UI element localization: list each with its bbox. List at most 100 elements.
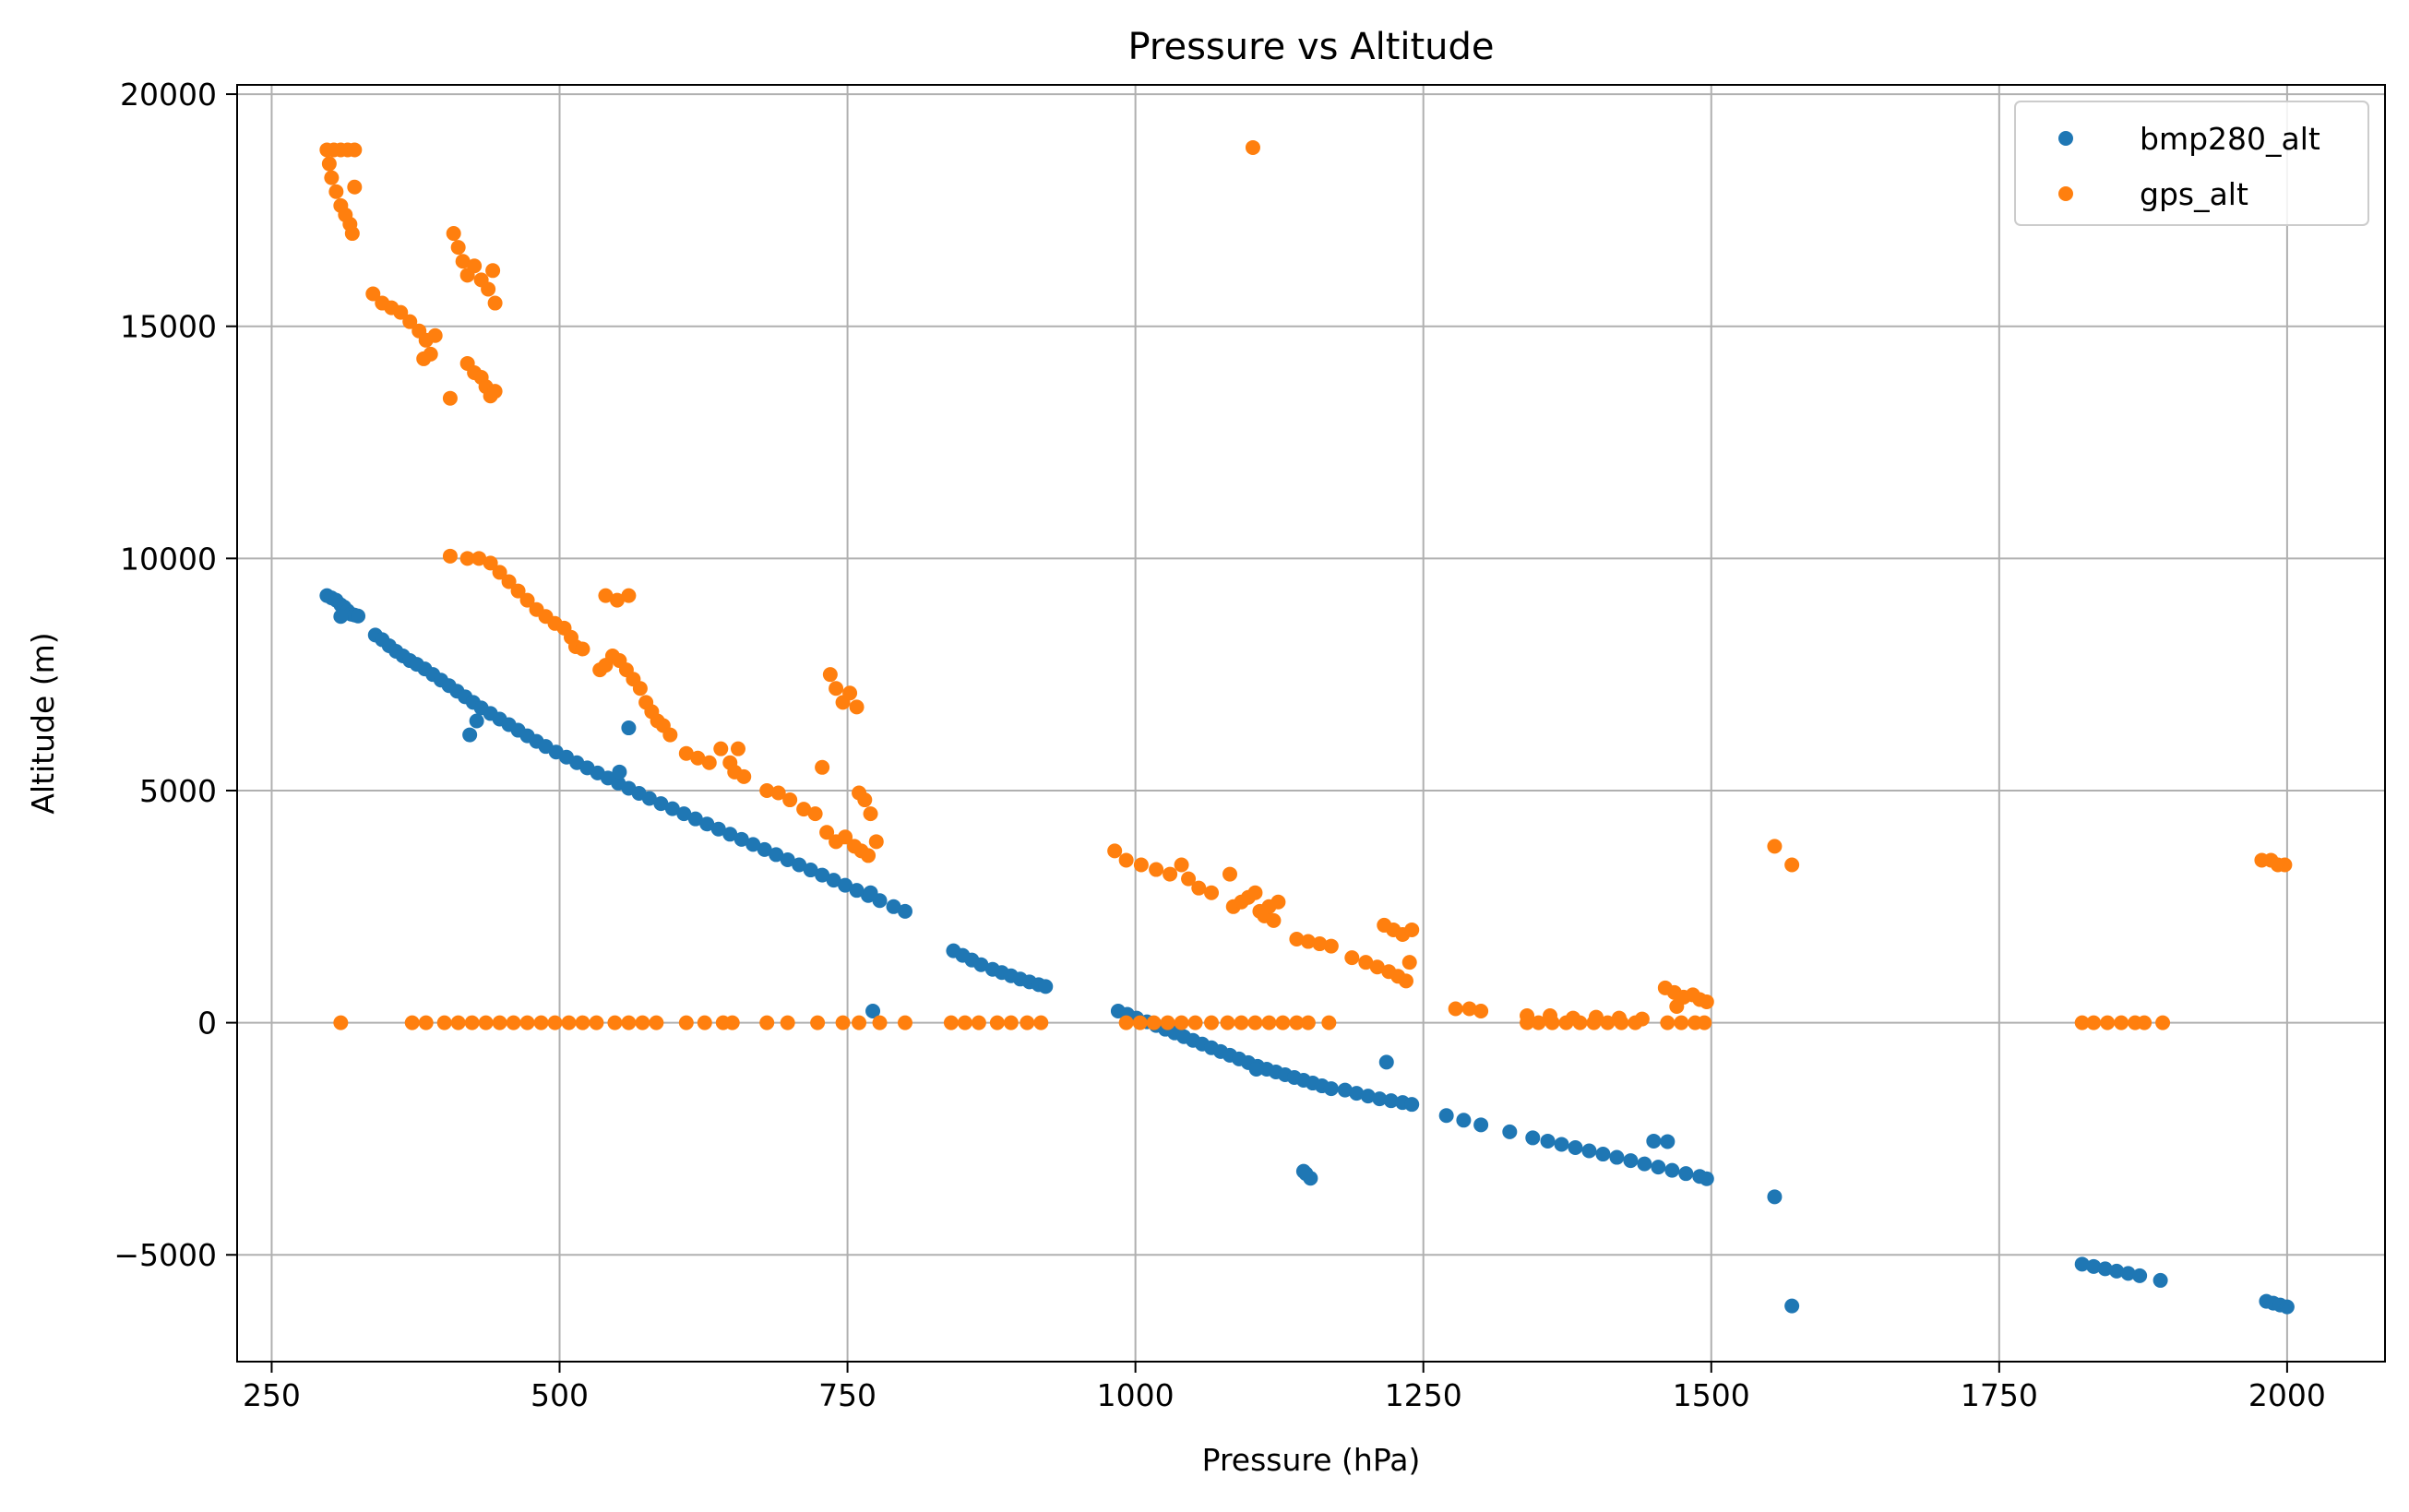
data-point — [849, 699, 865, 715]
data-point — [810, 1015, 826, 1030]
data-point — [1404, 1097, 1420, 1113]
data-point — [436, 1015, 452, 1030]
data-point — [1784, 1298, 1800, 1314]
data-point — [759, 1015, 775, 1030]
data-point — [1321, 1015, 1337, 1030]
data-point — [701, 755, 717, 770]
data-point — [632, 681, 648, 696]
data-point — [697, 1015, 712, 1030]
data-point — [1360, 1089, 1376, 1104]
data-point — [1404, 922, 1420, 937]
data-point — [826, 873, 841, 888]
data-point — [347, 179, 363, 195]
data-point — [678, 745, 694, 761]
data-point — [1163, 866, 1178, 882]
data-point — [612, 764, 627, 780]
data-point — [865, 1004, 881, 1019]
data-point — [459, 551, 475, 566]
data-point — [796, 802, 812, 817]
data-point — [510, 583, 526, 599]
data-point — [2120, 1266, 2136, 1281]
data-point — [863, 806, 878, 822]
data-point — [478, 1015, 494, 1030]
data-point — [1033, 1015, 1049, 1030]
data-point — [333, 609, 349, 625]
data-point — [1038, 979, 1054, 994]
data-point — [1383, 1093, 1399, 1109]
data-point — [1133, 857, 1149, 873]
data-point — [519, 592, 535, 608]
data-point — [1660, 1134, 1676, 1149]
legend-box — [2014, 101, 2369, 226]
y-tick-label: 10000 — [120, 541, 217, 577]
data-point — [1531, 1015, 1546, 1030]
data-point — [393, 304, 409, 320]
data-point — [2277, 857, 2293, 873]
y-tick-label: 20000 — [120, 77, 217, 113]
data-point — [547, 1015, 563, 1030]
data-point — [1674, 1015, 1689, 1030]
data-point — [404, 1015, 420, 1030]
data-point — [471, 551, 487, 566]
data-point — [678, 1015, 694, 1030]
data-point — [687, 811, 703, 827]
data-point — [1266, 912, 1282, 928]
plot-frame — [236, 84, 2386, 1363]
legend-label: bmp280_alt — [2140, 121, 2320, 157]
data-point — [635, 1015, 650, 1030]
data-point — [1245, 139, 1260, 155]
data-point — [1614, 1015, 1629, 1030]
x-tick-label: 1750 — [1961, 1377, 2038, 1413]
data-point — [1146, 1015, 1162, 1030]
chart-title: Pressure vs Altitude — [1127, 26, 1494, 68]
data-point — [780, 851, 795, 867]
data-point — [455, 254, 471, 269]
data-point — [849, 883, 865, 899]
data-point — [1473, 1117, 1489, 1133]
data-point — [730, 741, 745, 756]
data-point — [1595, 1147, 1611, 1162]
data-point — [416, 351, 432, 366]
legend-marker — [2058, 131, 2073, 146]
data-point — [1586, 1015, 1602, 1030]
data-point — [957, 1015, 972, 1030]
data-point — [1448, 1001, 1463, 1017]
data-point — [664, 801, 680, 816]
data-point — [690, 750, 706, 766]
data-point — [770, 785, 786, 801]
data-point — [1502, 1124, 1518, 1139]
data-point — [487, 384, 503, 399]
data-point — [1295, 1163, 1311, 1179]
data-point — [621, 1015, 637, 1030]
data-point — [1204, 885, 1220, 900]
data-point — [649, 1015, 664, 1030]
data-point — [2137, 1015, 2153, 1030]
data-point — [2155, 1015, 2171, 1030]
data-point — [446, 226, 461, 242]
data-point — [724, 1015, 740, 1030]
data-point — [829, 681, 844, 696]
data-point — [1372, 1091, 1388, 1107]
data-point — [713, 741, 729, 756]
data-point — [1003, 1015, 1019, 1030]
x-axis-label: Pressure (hPa) — [1202, 1442, 1421, 1478]
x-tick-label: 2000 — [2248, 1377, 2326, 1413]
data-point — [1270, 894, 1286, 910]
data-point — [1699, 1171, 1714, 1186]
data-point — [1118, 1015, 1134, 1030]
data-point — [1312, 936, 1328, 952]
data-point — [807, 806, 823, 822]
data-point — [1275, 1015, 1291, 1030]
data-point — [1664, 1162, 1680, 1178]
data-point — [1699, 994, 1714, 1009]
data-point — [1544, 1015, 1560, 1030]
data-point — [2114, 1015, 2129, 1030]
legend-marker — [2058, 186, 2073, 201]
data-point — [1369, 959, 1385, 975]
data-point — [1568, 1139, 1583, 1155]
data-point — [589, 1015, 604, 1030]
data-point — [485, 263, 501, 279]
data-point — [1525, 1130, 1541, 1146]
data-point — [782, 792, 798, 808]
